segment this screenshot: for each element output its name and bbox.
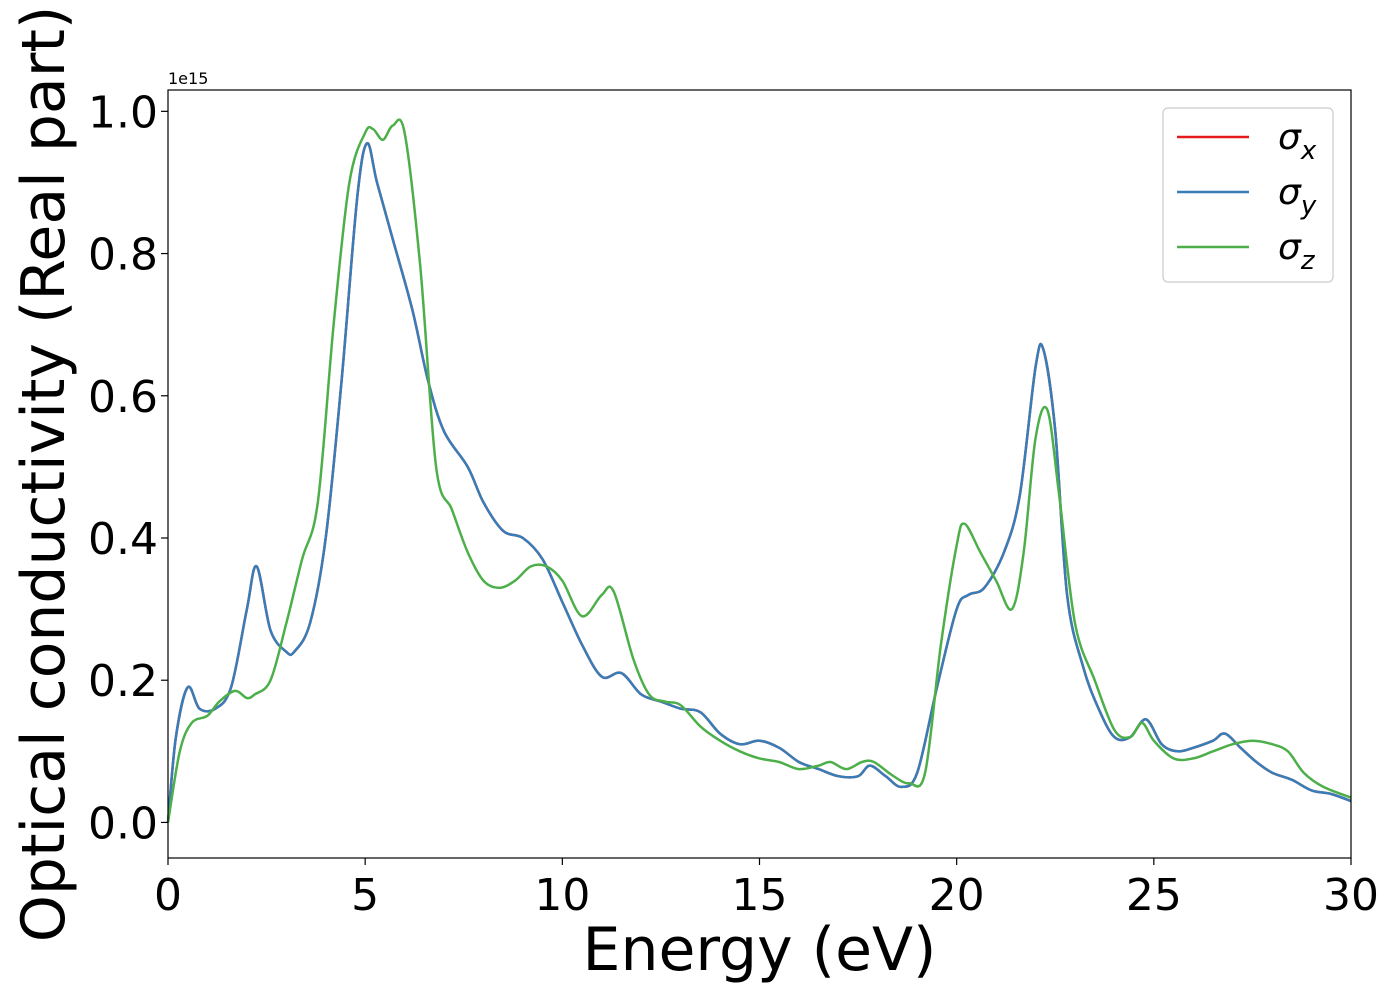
- y-tick-label: 0.0: [88, 798, 158, 849]
- y-tick-label: 0.2: [88, 656, 158, 707]
- series-line-sigma-z: [166, 118, 1352, 823]
- legend: σx σy σz: [1162, 107, 1334, 283]
- x-tick-label: 10: [534, 870, 590, 921]
- y-offset-text: 1e15: [168, 69, 208, 88]
- x-tick-label: 25: [1126, 870, 1182, 921]
- x-tick-label: 0: [154, 870, 182, 921]
- x-tick-label: 30: [1323, 870, 1379, 921]
- legend-label-sigma-z: σz: [1278, 227, 1316, 276]
- y-tick-label: 0.4: [88, 514, 158, 565]
- x-tick-label: 15: [732, 870, 788, 921]
- legend-frame: [1162, 107, 1334, 283]
- y-tick-label: 0.6: [88, 372, 158, 423]
- x-tick-label: 5: [351, 870, 379, 921]
- y-tick-label: 1.0: [88, 87, 158, 138]
- series-layer: [166, 118, 1352, 823]
- legend-label-sigma-x: σx: [1278, 117, 1317, 166]
- y-axis-label: Optical conductivity (Real part): [9, 6, 79, 943]
- y-tick-label: 0.8: [88, 230, 158, 281]
- x-axis-label: Energy (eV): [583, 915, 937, 985]
- x-ticks: 0 5 10 15 20 25 30: [154, 858, 1379, 921]
- x-tick-label: 20: [929, 870, 985, 921]
- y-ticks: 0.0 0.2 0.4 0.6 0.8 1.0: [88, 87, 168, 849]
- legend-label-sigma-y: σy: [1278, 172, 1317, 221]
